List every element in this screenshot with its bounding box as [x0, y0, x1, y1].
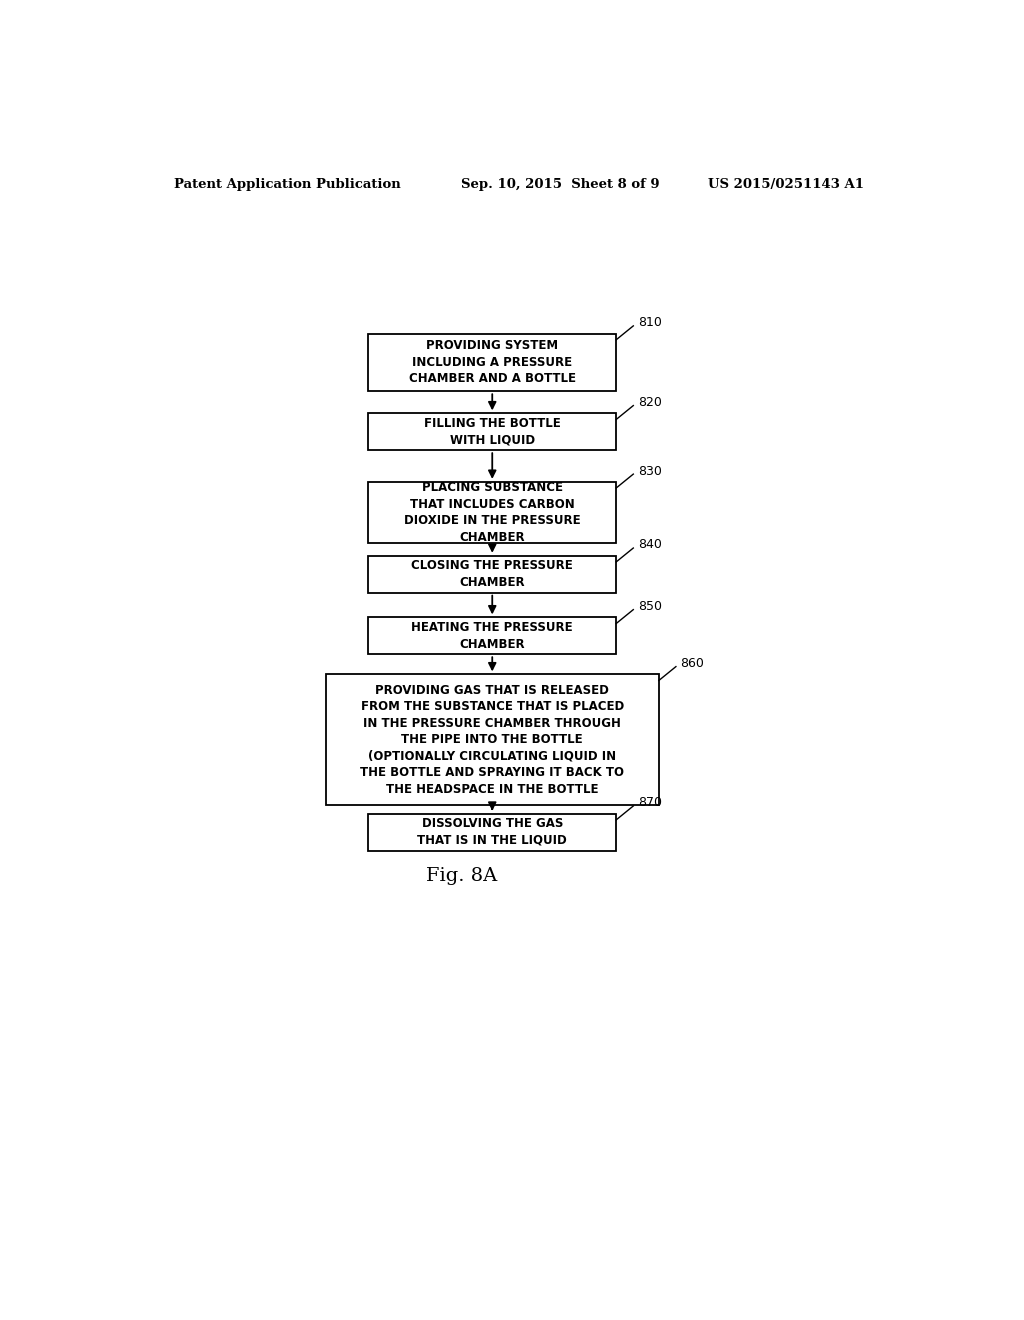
FancyBboxPatch shape	[369, 334, 616, 391]
Text: PROVIDING SYSTEM
INCLUDING A PRESSURE
CHAMBER AND A BOTTLE: PROVIDING SYSTEM INCLUDING A PRESSURE CH…	[409, 339, 575, 385]
FancyBboxPatch shape	[369, 556, 616, 593]
Text: 830: 830	[638, 465, 662, 478]
Text: Sep. 10, 2015  Sheet 8 of 9: Sep. 10, 2015 Sheet 8 of 9	[461, 178, 659, 190]
Text: 870: 870	[638, 796, 662, 809]
FancyBboxPatch shape	[369, 813, 616, 850]
Text: PROVIDING GAS THAT IS RELEASED
FROM THE SUBSTANCE THAT IS PLACED
IN THE PRESSURE: PROVIDING GAS THAT IS RELEASED FROM THE …	[360, 684, 625, 796]
Text: FILLING THE BOTTLE
WITH LIQUID: FILLING THE BOTTLE WITH LIQUID	[424, 417, 560, 446]
Text: US 2015/0251143 A1: US 2015/0251143 A1	[709, 178, 864, 190]
Text: 860: 860	[681, 657, 705, 671]
Text: 810: 810	[638, 317, 662, 329]
FancyBboxPatch shape	[369, 482, 616, 544]
Text: HEATING THE PRESSURE
CHAMBER: HEATING THE PRESSURE CHAMBER	[412, 620, 573, 651]
Text: PLACING SUBSTANCE
THAT INCLUDES CARBON
DIOXIDE IN THE PRESSURE
CHAMBER: PLACING SUBSTANCE THAT INCLUDES CARBON D…	[403, 482, 581, 544]
FancyBboxPatch shape	[369, 413, 616, 450]
Text: DISSOLVING THE GAS
THAT IS IN THE LIQUID: DISSOLVING THE GAS THAT IS IN THE LIQUID	[418, 817, 567, 847]
Text: 840: 840	[638, 539, 662, 552]
Text: 850: 850	[638, 601, 662, 612]
Text: Patent Application Publication: Patent Application Publication	[174, 178, 401, 190]
Text: Fig. 8A: Fig. 8A	[426, 867, 498, 884]
Text: CLOSING THE PRESSURE
CHAMBER: CLOSING THE PRESSURE CHAMBER	[412, 560, 573, 589]
FancyBboxPatch shape	[326, 675, 658, 805]
Text: 820: 820	[638, 396, 662, 409]
FancyBboxPatch shape	[369, 618, 616, 655]
